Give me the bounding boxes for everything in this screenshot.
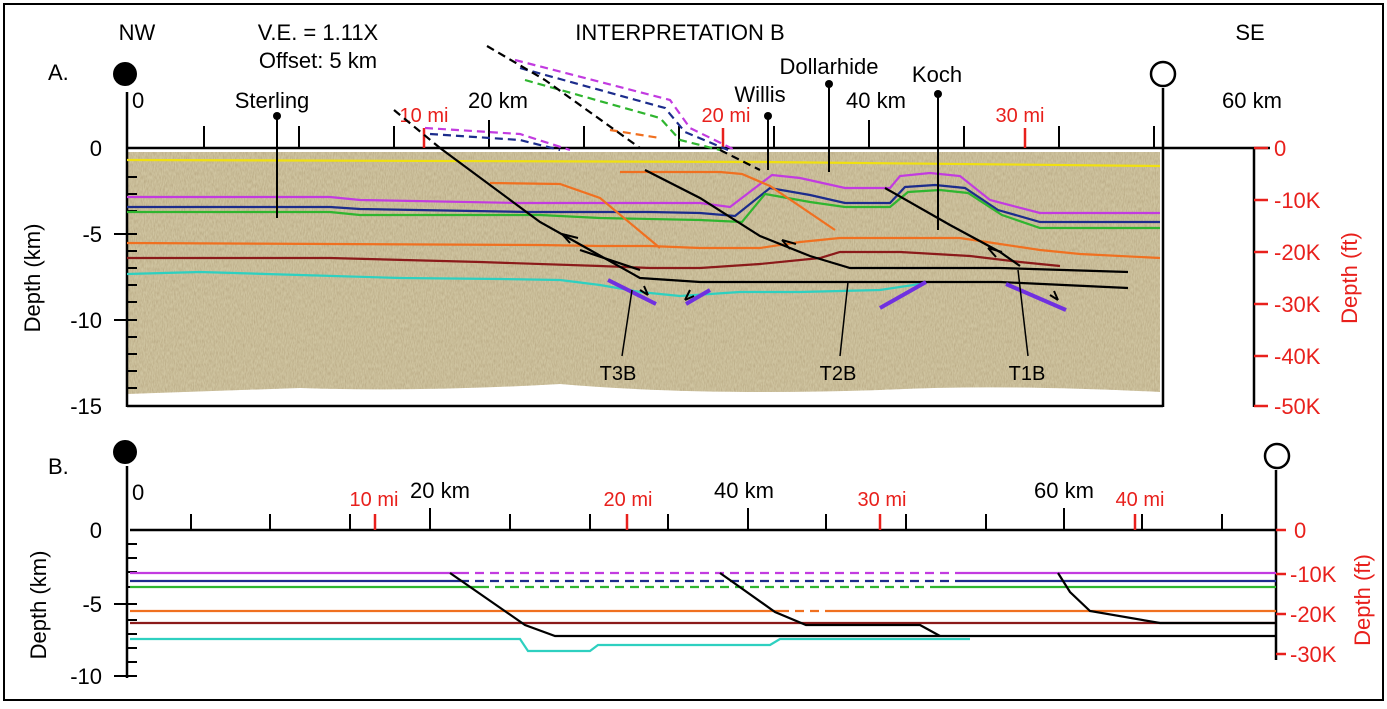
vertical-exaggeration-label: V.E. = 1.11X <box>258 20 379 45</box>
panel-b-faults <box>449 572 1276 638</box>
panel-a-mi-label-10: 10 mi <box>400 105 449 127</box>
fault-t1b-eroded <box>719 149 761 171</box>
panel-a-mi-ticks <box>422 128 1027 148</box>
panel-b-depth-ft-30k: -30K <box>1290 642 1337 667</box>
direction-left-label: NW <box>119 20 156 45</box>
direction-right-label: SE <box>1235 20 1264 45</box>
panel-b-depth-km-0: 0 <box>90 518 102 543</box>
fault-t3b-eroded <box>393 109 441 149</box>
fault-t2b-trace <box>644 169 1129 274</box>
panel-b-depth-km-5: -5 <box>82 592 102 617</box>
panel-a-km-label-0: 0 <box>132 88 144 113</box>
b-fault-1 <box>449 572 1276 638</box>
panel-a-right-axis-title: Depth (ft) <box>1337 232 1362 324</box>
well-label-dollarhide: Dollarhide <box>779 54 878 79</box>
panel-a-end-marker <box>1149 60 1177 88</box>
panel-b-label: B. <box>48 454 69 479</box>
panel-b-mi-label-20: 20 mi <box>604 489 653 511</box>
panel-a-wells <box>273 80 942 230</box>
panel-b-left-axis-title: Depth (km) <box>26 551 51 660</box>
panel-a-km-label-60: 60 km <box>1222 88 1282 113</box>
fault-label-t3b: T3B <box>600 363 637 385</box>
figure-border <box>3 3 1384 701</box>
panel-a-mi-label-30: 30 mi <box>996 105 1045 127</box>
panel-b-mi-label-10: 10 mi <box>350 489 399 511</box>
horizon-orange-eroded <box>609 128 661 140</box>
panel-a-faults <box>393 45 1129 290</box>
horizon-purple-eroded <box>514 58 736 151</box>
panel-a-km-ticks <box>203 120 1155 148</box>
panel-a-seismic-section <box>127 152 1160 394</box>
horizon-purple-eroded-2 <box>424 126 571 152</box>
panel-a-depth-km-10: -10 <box>70 308 102 333</box>
panel-a-depth-km-ticks <box>114 159 137 389</box>
panel-b-right-axis-title: Depth (ft) <box>1350 554 1375 646</box>
well-label-willis: Willis <box>734 82 785 107</box>
horizon-orange-ramp-1 <box>489 181 661 249</box>
panel-b-end-marker <box>1263 442 1291 470</box>
panel-b-depth-km-10: -10 <box>70 664 102 689</box>
horizon-blue <box>127 183 1160 224</box>
panel-a-depth-km-0: 0 <box>90 136 102 161</box>
horizon-green <box>127 188 1160 230</box>
panel-a-fault-arrows <box>561 233 1059 301</box>
panel-b-mi-ticks <box>373 514 1137 530</box>
panel-a-start-marker <box>113 62 137 86</box>
panel-b-depth-ft-0: 0 <box>1294 518 1306 543</box>
panel-a-left-axis-title: Depth (km) <box>20 224 45 333</box>
panel-a-depth-ft-30k: -30K <box>1274 292 1321 317</box>
horizon-blue-eroded <box>519 66 729 152</box>
fault-label-t2b: T2B <box>820 363 857 385</box>
panel-b-mi-label-30: 30 mi <box>858 489 907 511</box>
fault-label-t1b: T1B <box>1009 363 1046 385</box>
horizon-maroon <box>127 250 1061 270</box>
panel-a-depth-ft-20k: -20K <box>1274 240 1321 265</box>
panel-a-km-label-20: 20 km <box>468 88 528 113</box>
fault-t1b-trace <box>884 187 1021 267</box>
panel-b-depth-ft-10k: -10K <box>1290 562 1337 587</box>
horizon-orange-ramp-2 <box>620 170 836 231</box>
horizon-green-eroded <box>524 78 721 152</box>
panel-a-depth-ft-10k: -10K <box>1274 188 1321 213</box>
panel-b-start-marker <box>113 440 137 464</box>
panel-b-km-label-20: 20 km <box>410 478 470 503</box>
horizon-cyan <box>126 270 921 298</box>
panel-a-label: A. <box>48 60 69 85</box>
panel-b-depth-ft-20k: -20K <box>1290 602 1337 627</box>
b-fault-2 <box>719 572 941 637</box>
horizon-yellow <box>126 158 1161 168</box>
panel-b-km-label-0: 0 <box>132 480 144 505</box>
fault-t3b-split <box>579 248 641 272</box>
panel-a-fault-leaders <box>621 269 1029 357</box>
panel-a-depth-km-15: -15 <box>70 394 102 419</box>
panel-b-depth-ft-ticks <box>1276 528 1286 656</box>
panel-a-km-label-40: 40 km <box>846 88 906 113</box>
panel-b-km-label-40: 40 km <box>714 478 774 503</box>
panel-a-depth-ft-50k: -50K <box>1274 394 1321 419</box>
fault-t3b-trace <box>439 147 1129 290</box>
well-label-sterling: Sterling <box>235 88 310 113</box>
b-fault-3 <box>1057 572 1276 625</box>
well-label-koch: Koch <box>912 62 962 87</box>
panel-b-mi-label-40: 40 mi <box>1116 489 1165 511</box>
panel-b-horizons <box>130 571 1276 653</box>
b-horizon-cyan <box>130 637 970 653</box>
horizon-blue-eroded-2 <box>429 132 561 152</box>
offset-label: Offset: 5 km <box>259 48 377 73</box>
panel-a-horizons <box>126 58 1161 298</box>
fault-t2b-eroded <box>486 45 641 149</box>
panel-a-depth-km-5: -5 <box>82 222 102 247</box>
panel-a-depth-ft-0: 0 <box>1274 136 1286 161</box>
horizon-orange-lower <box>126 236 1161 260</box>
panel-b-km-ticks <box>190 508 1223 530</box>
figure-title: INTERPRETATION B <box>575 20 784 45</box>
horizon-purple <box>127 171 1160 215</box>
panel-a-depth-ft-40k: -40K <box>1274 344 1321 369</box>
panel-a-mi-label-20: 20 mi <box>702 105 751 127</box>
panel-a-depth-ft-ticks <box>1254 146 1268 408</box>
panel-b-km-label-60: 60 km <box>1034 478 1094 503</box>
